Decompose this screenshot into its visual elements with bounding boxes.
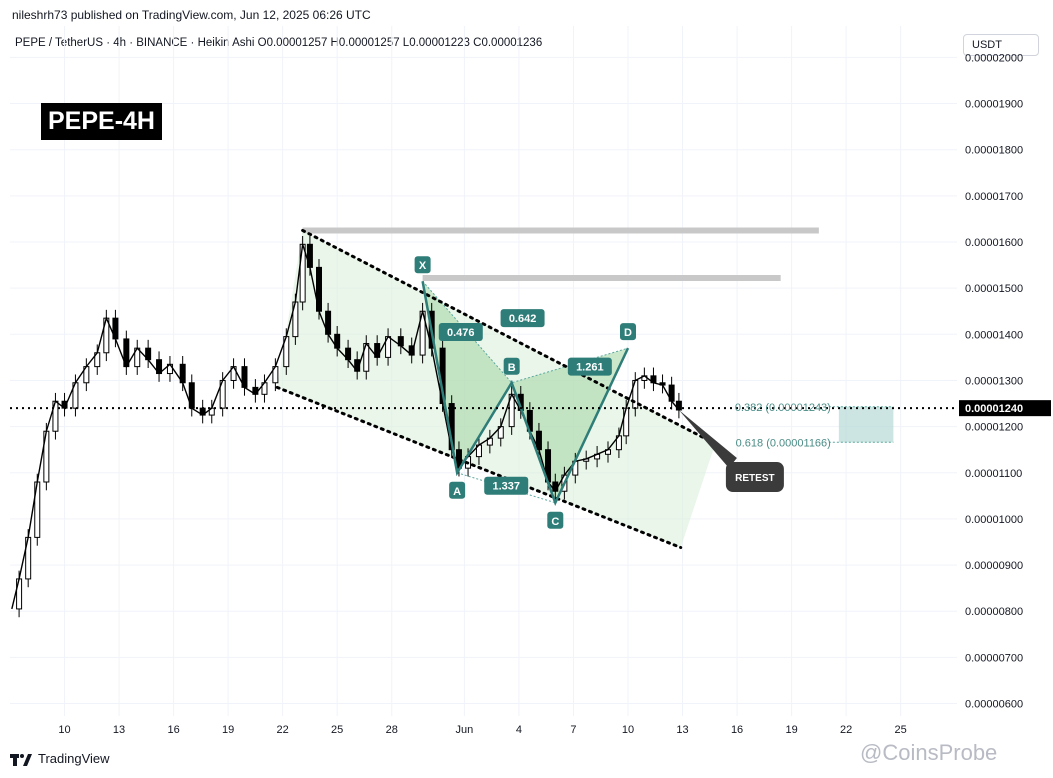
- time-tick-label: 19: [785, 724, 797, 736]
- time-tick-label: 7: [570, 724, 576, 736]
- ratio-label-0.476: 0.476: [447, 327, 475, 339]
- price-tick-label: 0.00000700: [965, 652, 1023, 664]
- currency-selector[interactable]: USDT: [963, 34, 1039, 56]
- point-label-B-box: [503, 357, 520, 375]
- coinsprobe-watermark: @CoinsProbe: [860, 740, 998, 765]
- ratio-label-1.337-box: [484, 476, 529, 495]
- time-tick-label: 22: [840, 724, 852, 736]
- time-tick-label: 28: [386, 724, 398, 736]
- fib-level-label-1: 0.618 (0.00001166): [736, 437, 831, 449]
- time-tick-label: 4: [516, 724, 522, 736]
- time-tick-label: 25: [331, 724, 343, 736]
- price-tick-label: 0.00000800: [965, 606, 1023, 618]
- price-tick-label: 0.00000900: [965, 560, 1023, 572]
- price-tick-label: 0.00001800: [965, 145, 1023, 157]
- point-label-C: C: [551, 516, 559, 528]
- harmonic-pattern-legs: [421, 281, 630, 507]
- time-tick-label: 22: [277, 724, 289, 736]
- time-tick-label: 16: [731, 724, 743, 736]
- retest-label: RETEST: [735, 473, 774, 484]
- retest-callout-box: [725, 462, 784, 492]
- price-tick-label: 0.00001600: [965, 237, 1023, 249]
- ratio-line-ac: [456, 472, 556, 504]
- price-tick-label: 0.00001000: [965, 514, 1023, 526]
- point-label-D: D: [624, 327, 632, 339]
- point-label-A-box: [449, 481, 466, 499]
- price-tick-label: 0.00000600: [965, 699, 1023, 711]
- time-tick-label: 10: [58, 724, 70, 736]
- time-tick-label: Jun: [456, 724, 474, 736]
- price-tick-label: 0.00002000: [965, 52, 1023, 64]
- time-tick-label: 10: [622, 724, 634, 736]
- projection-zone: [838, 406, 894, 443]
- retest-callout-arrow: [678, 410, 737, 468]
- point-label-C-box: [547, 511, 564, 529]
- ratio-label-1.261-box: [567, 357, 612, 376]
- brand-label: TradingView: [38, 751, 110, 766]
- fib-level-label-0: 0.382 (0.00001243): [735, 402, 831, 414]
- time-tick-label: 19: [222, 724, 234, 736]
- tradingview-logo-icon: [10, 753, 32, 766]
- point-label-B: B: [508, 362, 516, 374]
- ratio-label-0.642-box: [500, 309, 545, 328]
- price-tick-label: 0.00001900: [965, 99, 1023, 111]
- ratio-label-1.337: 1.337: [492, 481, 520, 493]
- point-label-D-box: [620, 323, 637, 341]
- ratio-line-xbd: [422, 280, 629, 384]
- time-tick-label: 25: [895, 724, 907, 736]
- tradingview-brand[interactable]: TradingView: [10, 751, 110, 766]
- price-tick-label: 0.00001500: [965, 283, 1023, 295]
- symbol-ohlc-line: PEPE / TetherUS · 4h · BINANCE · Heikin …: [15, 37, 543, 49]
- publisher-line: nileshrh73 published on TradingView.com,…: [12, 8, 371, 22]
- point-label-A: A: [453, 486, 461, 498]
- time-tick-label: 16: [167, 724, 179, 736]
- price-tick-label: 0.00001400: [965, 329, 1023, 341]
- pattern-bcd-fill: [511, 348, 629, 503]
- price-tick-label: 0.00001700: [965, 191, 1023, 203]
- last-price-badge: [959, 400, 1051, 417]
- time-tick-label: 13: [113, 724, 125, 736]
- ratio-label-0.476-box: [438, 323, 483, 341]
- time-tick-label: 13: [676, 724, 688, 736]
- ratio-label-1.261: 1.261: [576, 362, 604, 374]
- point-label-X: X: [419, 260, 427, 272]
- chart-tag: PEPE-4H: [41, 103, 162, 140]
- point-label-X-box: [414, 256, 431, 274]
- price-tick-label: 0.00001300: [965, 375, 1023, 387]
- channel-lower-line: [275, 385, 683, 550]
- price-tick-label: 0.00001200: [965, 422, 1023, 434]
- last-price-label: 0.00001240: [965, 403, 1023, 415]
- price-tick-label: 0.00001100: [965, 468, 1022, 480]
- ratio-label-0.642: 0.642: [509, 313, 537, 325]
